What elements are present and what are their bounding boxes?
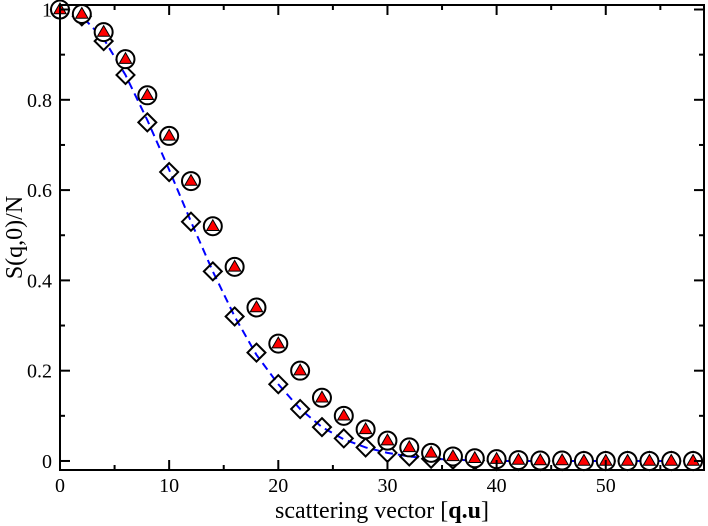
diamond-point [158, 161, 180, 183]
triangle-marker [533, 453, 548, 466]
y-tick-label: 0.2 [27, 361, 52, 383]
circle-triangle-point [290, 360, 311, 381]
x-tick-label: 10 [159, 475, 179, 497]
circle-triangle-point [224, 256, 245, 277]
circle-triangle-point [355, 419, 376, 440]
circle-triangle-point [333, 405, 354, 426]
triangle-marker [183, 173, 199, 186]
diamond-point [180, 211, 202, 233]
y-tick-label: 1 [42, 0, 52, 22]
diamond-point [136, 111, 158, 133]
triangle-marker [293, 363, 308, 376]
triangle-marker [424, 445, 439, 458]
circle-triangle-point [202, 216, 223, 237]
x-tick-label: 0 [55, 475, 65, 497]
triangle-marker [249, 299, 264, 313]
triangle-marker [402, 439, 417, 453]
circle-triangle-point [661, 450, 682, 471]
triangle-marker [555, 453, 570, 466]
fit-line-layer [59, 8, 704, 462]
y-tick-label: 0.8 [27, 90, 52, 112]
x-tick-label: 40 [487, 475, 507, 497]
x-tick-label: 20 [268, 475, 288, 497]
triangle-marker [140, 87, 155, 101]
circle-triangle-point [180, 171, 201, 192]
diamond-point [289, 398, 311, 420]
triangle-marker [74, 6, 89, 19]
circle-triangle-point [137, 85, 158, 106]
triangle-marker [576, 453, 591, 466]
circle-triangle-point [377, 430, 398, 451]
triangle-marker [314, 390, 330, 403]
y-tick-label: 0.6 [27, 180, 52, 202]
x-axis-title-bold: q.u [448, 498, 481, 524]
diamond-point [333, 427, 355, 449]
circle-triangle-point [268, 333, 289, 354]
diamond-series-layer [49, 0, 704, 472]
circle-triangle-point [486, 449, 507, 470]
circle-triangle-point [573, 450, 594, 471]
y-tick-label: 0.4 [27, 270, 52, 292]
circle-triangle-point [464, 448, 485, 469]
circle-triangle-point [246, 297, 267, 318]
x-axis-title: scattering vector [q.u] [275, 498, 489, 524]
circle-triangle-point [442, 446, 463, 467]
triangle-marker [467, 450, 482, 463]
triangle-marker [227, 259, 242, 272]
triangle-marker [686, 453, 701, 466]
diamond-point [267, 373, 289, 395]
triangle-marker [358, 421, 373, 435]
diamond-point [224, 306, 246, 327]
circle-triangle-point [552, 450, 573, 471]
y-axis-title: S(q,0)/N [2, 196, 28, 279]
plot-frame [59, 4, 705, 471]
triangle-marker [162, 128, 177, 141]
triangle-marker [118, 51, 133, 64]
triangle-marker [664, 453, 679, 466]
x-tick-label: 50 [596, 475, 616, 497]
fit-line [59, 8, 704, 462]
circle-triangle-point [93, 22, 114, 43]
circle-triangle-point [421, 442, 442, 463]
diamond-point [202, 260, 224, 282]
triangle-marker [271, 336, 286, 349]
circle-triangle-point [399, 437, 420, 458]
triangle-marker [642, 453, 657, 466]
triangle-marker [620, 453, 635, 466]
triangle-marker [445, 448, 460, 462]
x-axis-title-main: scattering vector [ [275, 498, 448, 524]
y-tick-label: 0 [42, 451, 52, 473]
triangle-marker [380, 433, 395, 446]
x-tick-label: 30 [377, 475, 397, 497]
circle-triangle-point [311, 387, 332, 408]
triangle-marker [205, 218, 220, 231]
diamond-point [115, 64, 136, 86]
triangle-marker [511, 452, 526, 465]
circle-triangle-point [530, 450, 551, 471]
x-axis-title-end: ] [481, 498, 489, 524]
circle-triangle-point [639, 450, 660, 471]
triangle-marker [96, 24, 111, 37]
circle-triangle-point [71, 4, 92, 25]
tick-layer: 0 10 20 30 40 50 0 0.2 0.4 0.6 0.8 1 [27, 0, 704, 497]
circle-series-layer [50, 0, 704, 471]
diamond-point [355, 437, 377, 458]
diamond-point [311, 416, 333, 438]
circle-triangle-point [115, 49, 136, 70]
triangle-marker [336, 408, 351, 421]
diamond-point [246, 342, 267, 364]
circle-triangle-point [159, 125, 180, 146]
circle-triangle-point [617, 450, 638, 471]
circle-triangle-point [508, 450, 529, 471]
